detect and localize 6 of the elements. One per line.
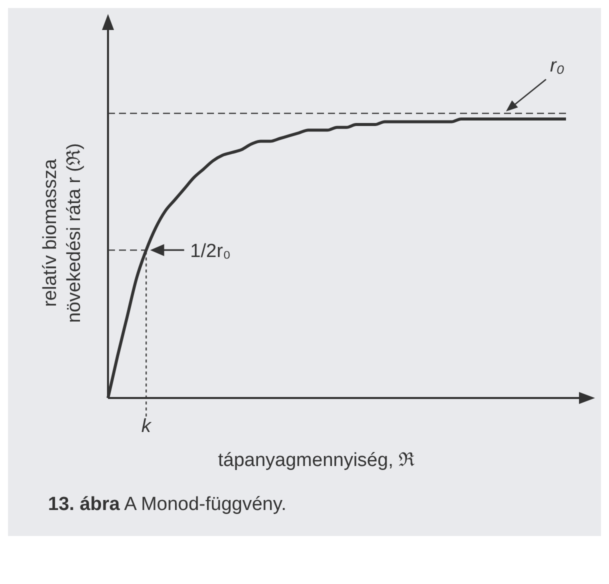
- text: k: [141, 416, 151, 437]
- y-axis-title: relatív biomassza növekedési ráta r (ℜ): [40, 143, 85, 323]
- x-axis-title: tápanyagmennyiség, ℜ: [217, 449, 416, 472]
- text: 13. ábra A Monod-függvény.: [47, 494, 288, 516]
- ref-line-label: 1/2r₀: [190, 241, 231, 262]
- ref-line-label: r₀: [550, 55, 564, 76]
